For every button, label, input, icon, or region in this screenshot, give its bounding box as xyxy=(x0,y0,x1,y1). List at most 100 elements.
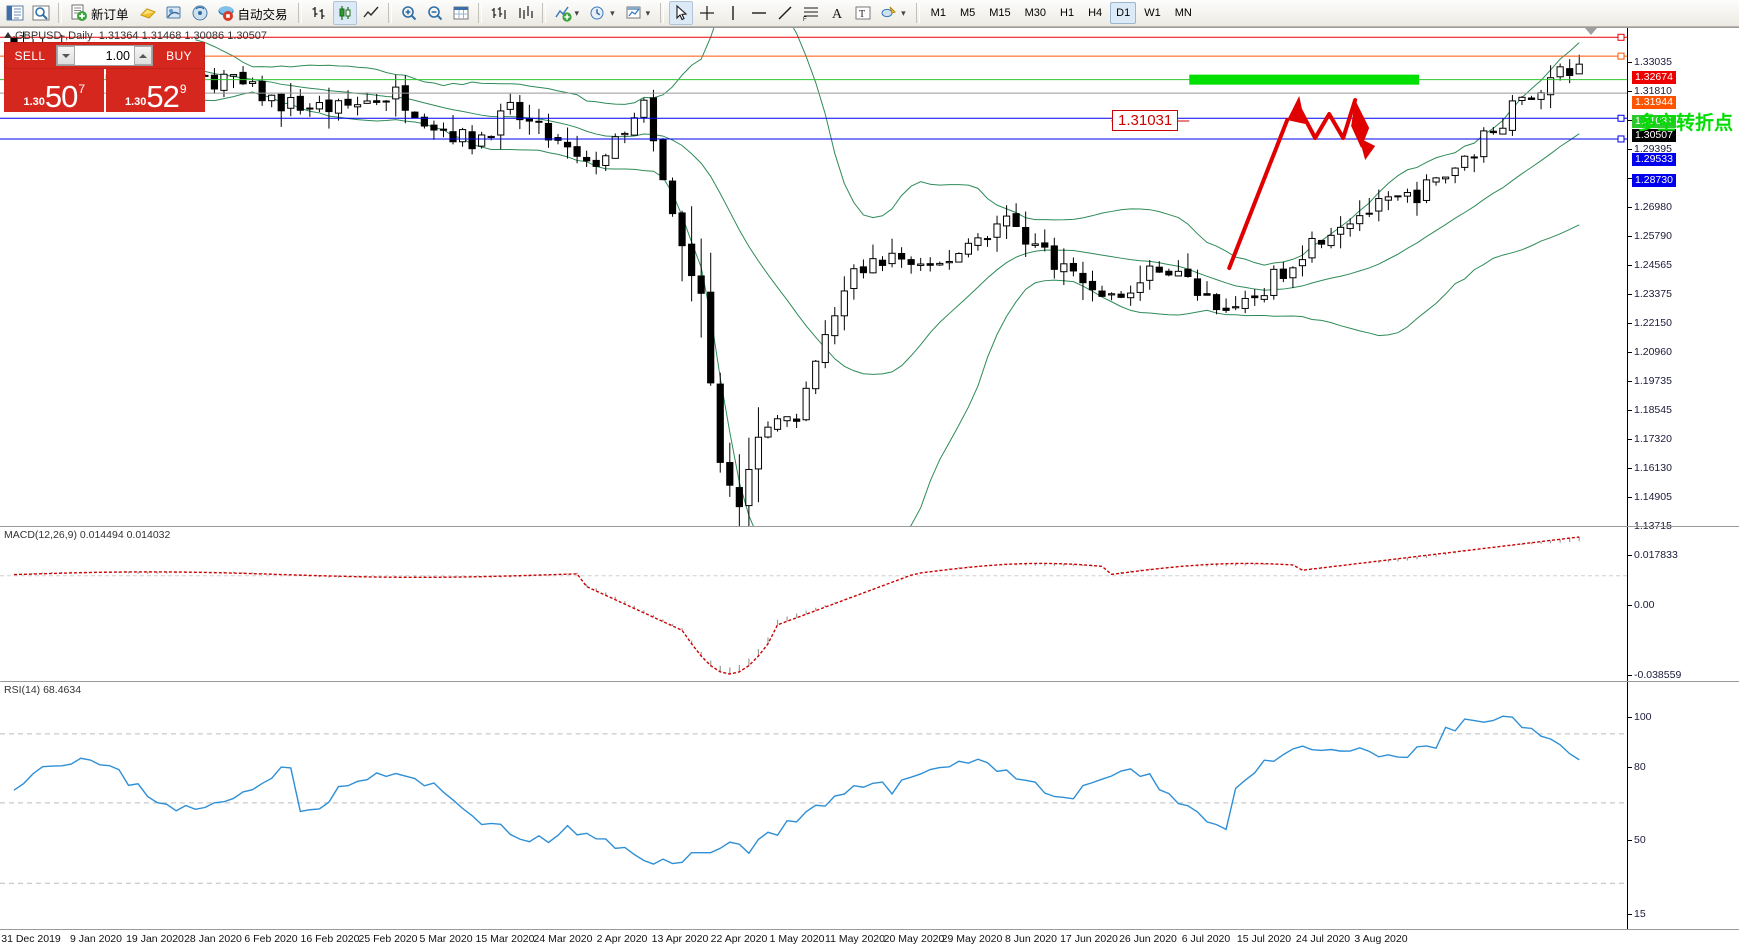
zoom-out-icon[interactable] xyxy=(423,1,447,25)
trade-prices-row: 1.30 50 7 1.30 52 9 xyxy=(4,69,205,112)
chart-shift-marker[interactable] xyxy=(1585,28,1597,35)
text-label-icon[interactable]: T xyxy=(851,1,875,25)
templates-button[interactable]: ▾ xyxy=(622,1,656,25)
svg-text:T: T xyxy=(859,9,865,20)
support-tag-2[interactable]: 1.28730 xyxy=(1632,174,1676,187)
buy-button[interactable]: BUY xyxy=(166,48,192,63)
symbol-ohlc: 1.31364 1.31468 1.30086 1.30507 xyxy=(98,30,267,42)
shapes-icon[interactable]: ▾ xyxy=(877,1,911,25)
price-tick-label: 1.18545 xyxy=(1634,404,1672,416)
data-window-icon[interactable] xyxy=(29,1,53,25)
price-tick-label: 1.24565 xyxy=(1634,259,1672,271)
price-tick-label: 1.33035 xyxy=(1634,56,1672,68)
signals-icon[interactable] xyxy=(188,1,212,25)
community-icon[interactable] xyxy=(136,1,160,25)
resistance-tag-2[interactable]: 1.31944 xyxy=(1632,96,1676,109)
rsi-tick-label: 80 xyxy=(1634,761,1646,773)
timeframe-m30[interactable]: M30 xyxy=(1024,7,1047,19)
fibonacci-icon[interactable]: F xyxy=(799,1,823,25)
resistance-line-2-handle[interactable] xyxy=(1617,52,1625,60)
timeframe-d1[interactable]: D1 xyxy=(1110,2,1137,24)
bollinger-middle-band xyxy=(195,69,1580,375)
buy-price-point: 9 xyxy=(179,82,187,96)
date-tick-label: 6 Jul 2020 xyxy=(1181,933,1231,945)
volume-increase-button[interactable] xyxy=(134,46,152,65)
trend-arrow-annotation[interactable] xyxy=(1227,96,1376,270)
ohlc-icon[interactable] xyxy=(487,1,511,25)
rsi-tickmark xyxy=(1628,767,1632,768)
periods-button[interactable]: ▾ xyxy=(586,1,620,25)
rsi-panel[interactable]: RSI(14) 68.4634 100 80 50 15 xyxy=(0,681,1739,929)
macd-panel[interactable]: MACD(12,26,9) 0.014494 0.014032 0.017833… xyxy=(0,526,1739,681)
line-chart-icon[interactable] xyxy=(359,1,383,25)
date-tick-label: 26 Jun 2020 xyxy=(1119,933,1177,945)
grid-icon[interactable] xyxy=(449,1,473,25)
price-tick-label: 1.16130 xyxy=(1634,462,1672,474)
indicators-button[interactable]: ▾ xyxy=(551,1,585,25)
symbol-name: GBPUSD-,Daily xyxy=(15,30,93,42)
collapse-arrow-icon[interactable] xyxy=(4,32,12,38)
date-tick-label: 15 Jul 2020 xyxy=(1236,933,1292,945)
candlestick-chart-icon[interactable] xyxy=(332,1,357,25)
trade-panel-header: SELL 1.00 BUY xyxy=(4,42,205,69)
turning-point-band[interactable] xyxy=(1189,74,1420,85)
timeframe-m15[interactable]: M15 xyxy=(989,7,1011,19)
bar-chart-icon[interactable] xyxy=(307,1,331,25)
rsi-plot-area[interactable]: RSI(14) 68.4634 xyxy=(0,682,1628,929)
support-tag-1[interactable]: 1.29533 xyxy=(1632,153,1676,166)
market-watch-icon[interactable] xyxy=(3,1,27,25)
toolbar-grip-7 xyxy=(915,3,920,23)
resistance-line-1-handle[interactable] xyxy=(1617,33,1625,41)
candlestick-series xyxy=(10,31,1583,526)
date-tick-label: 20 May 2020 xyxy=(883,933,945,945)
date-tick-label: 28 Jan 2020 xyxy=(184,933,242,945)
date-tick-label: 5 Mar 2020 xyxy=(419,933,473,945)
chevron-up-icon xyxy=(139,53,147,58)
timeframe-w1[interactable]: W1 xyxy=(1144,7,1161,19)
sell-price-box[interactable]: 1.30 50 7 xyxy=(4,69,104,112)
support-line-2-handle[interactable] xyxy=(1617,135,1625,143)
timeframe-m1[interactable]: M1 xyxy=(930,7,946,19)
price-tickmark xyxy=(1628,468,1632,469)
macd-tick-label: 0.017833 xyxy=(1634,549,1678,561)
resistance-tag-1[interactable]: 1.32674 xyxy=(1632,71,1676,84)
trendline-icon[interactable] xyxy=(773,1,797,25)
support-line-1-handle[interactable] xyxy=(1617,114,1625,122)
price-scale[interactable]: 多空转折点 1.330351.318101.305951.293951.2820… xyxy=(1628,28,1739,532)
price-tick-label: 1.14905 xyxy=(1634,491,1672,503)
price-plot-area[interactable]: GBPUSD-,Daily 1.31364 1.31468 1.30086 1.… xyxy=(0,28,1628,526)
buy-price-box[interactable]: 1.30 52 9 xyxy=(105,69,205,112)
horizontal-line-icon[interactable] xyxy=(747,1,771,25)
date-tick-label: 9 Jan 2020 xyxy=(70,933,122,945)
cursor-icon[interactable] xyxy=(669,1,694,25)
timeframe-m5[interactable]: M5 xyxy=(959,7,976,19)
timeframe-h4[interactable]: H4 xyxy=(1088,7,1103,19)
svg-text:A: A xyxy=(832,7,843,22)
toolbar-grip-6 xyxy=(660,3,665,23)
sell-button[interactable]: SELL xyxy=(14,48,46,63)
volume-input[interactable]: 1.00 xyxy=(56,45,153,66)
metaeditor-icon[interactable] xyxy=(162,1,186,25)
macd-plot-area[interactable]: MACD(12,26,9) 0.014494 0.014032 xyxy=(0,527,1628,681)
crosshair-icon[interactable] xyxy=(695,1,719,25)
toolbar-grip-2 xyxy=(297,3,302,23)
chart-window: GBPUSD-,Daily 1.31364 1.31468 1.30086 1.… xyxy=(0,27,1739,948)
text-icon[interactable]: A xyxy=(825,1,849,25)
price-tickmark xyxy=(1628,120,1632,121)
timeframe-h1[interactable]: H1 xyxy=(1060,7,1075,19)
date-tick-label: 6 Feb 2020 xyxy=(244,933,298,945)
one-click-trading-panel[interactable]: SELL 1.00 BUY 1.30 50 7 1.30 52 9 xyxy=(4,42,205,112)
turning-point-tag[interactable]: 1.31031 xyxy=(1632,115,1676,128)
date-tick-label: 3 Aug 2020 xyxy=(1354,933,1408,945)
autotrading-button[interactable]: 自动交易 xyxy=(214,1,293,25)
vertical-line-icon[interactable] xyxy=(721,1,745,25)
new-order-button[interactable]: 新订单 xyxy=(67,1,134,25)
rsi-line xyxy=(13,715,1580,865)
zoom-in-icon[interactable] xyxy=(397,1,421,25)
current-bid-tag[interactable]: 1.30507 xyxy=(1632,129,1676,142)
volume-decrease-button[interactable] xyxy=(57,46,75,65)
date-tick-label: 25 Feb 2020 xyxy=(358,933,418,945)
timeframe-mn[interactable]: MN xyxy=(1174,7,1192,19)
price-panel[interactable]: GBPUSD-,Daily 1.31364 1.31468 1.30086 1.… xyxy=(0,28,1739,532)
data-shift-icon[interactable] xyxy=(513,1,537,25)
